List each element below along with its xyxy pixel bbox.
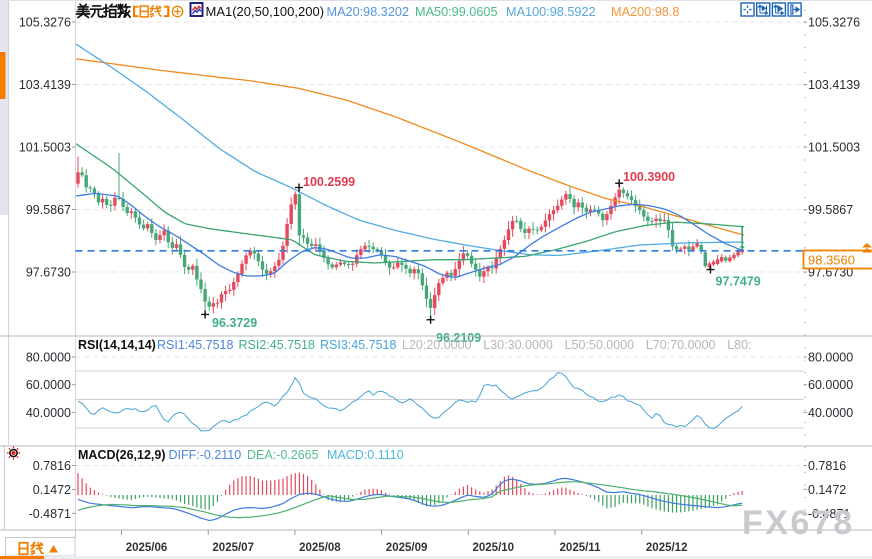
svg-text:0.1472: 0.1472 bbox=[808, 483, 846, 497]
svg-text:99.5867: 99.5867 bbox=[808, 203, 853, 217]
svg-text:40.0000: 40.0000 bbox=[26, 406, 71, 420]
svg-text:2025/09: 2025/09 bbox=[386, 542, 428, 554]
svg-text:96.3729: 96.3729 bbox=[212, 316, 257, 330]
svg-text:80.0000: 80.0000 bbox=[808, 351, 853, 365]
svg-text:80.0000: 80.0000 bbox=[26, 351, 71, 365]
svg-text:60.0000: 60.0000 bbox=[808, 378, 853, 392]
svg-text:MA50:99.0605: MA50:99.0605 bbox=[415, 5, 498, 19]
svg-text:MACD:0.1110: MACD:0.1110 bbox=[327, 448, 404, 462]
svg-text:2025/12: 2025/12 bbox=[646, 542, 688, 554]
svg-text:FX678: FX678 bbox=[742, 504, 855, 542]
svg-text:0.7816: 0.7816 bbox=[808, 459, 846, 473]
svg-text:2025/07: 2025/07 bbox=[212, 542, 254, 554]
svg-text:0.1472: 0.1472 bbox=[33, 483, 71, 497]
svg-text:100.2599: 100.2599 bbox=[303, 175, 355, 189]
svg-text:103.4139: 103.4139 bbox=[19, 78, 71, 92]
svg-text:DIFF:-0.2110: DIFF:-0.2110 bbox=[169, 448, 242, 462]
svg-text:40.0000: 40.0000 bbox=[808, 406, 853, 420]
svg-text:100.3900: 100.3900 bbox=[623, 170, 675, 184]
svg-text:-0.4871: -0.4871 bbox=[808, 507, 850, 521]
svg-text:103.4139: 103.4139 bbox=[808, 78, 860, 92]
svg-text:0.7816: 0.7816 bbox=[33, 459, 71, 473]
svg-text:2025/06: 2025/06 bbox=[126, 542, 168, 554]
svg-text:L70:70.0000: L70:70.0000 bbox=[646, 338, 716, 352]
svg-text:96.2109: 96.2109 bbox=[436, 331, 481, 345]
svg-text:105.3276: 105.3276 bbox=[19, 16, 71, 30]
svg-text:L50:50.0000: L50:50.0000 bbox=[565, 338, 635, 352]
svg-text:L30:30.0000: L30:30.0000 bbox=[483, 338, 553, 352]
svg-text:2025/10: 2025/10 bbox=[473, 542, 515, 554]
svg-text:60.0000: 60.0000 bbox=[26, 378, 71, 392]
svg-text:MA100:98.5922: MA100:98.5922 bbox=[506, 5, 596, 19]
svg-text:RSI3:45.7518: RSI3:45.7518 bbox=[320, 338, 396, 352]
svg-text:RSI1:45.7518: RSI1:45.7518 bbox=[157, 338, 233, 352]
svg-text:97.7479: 97.7479 bbox=[716, 275, 761, 289]
svg-text:2025/11: 2025/11 bbox=[560, 542, 602, 554]
svg-text:99.5867: 99.5867 bbox=[26, 203, 71, 217]
svg-text:MA1(20,50,100,200): MA1(20,50,100,200) bbox=[206, 4, 325, 19]
svg-text:2025/08: 2025/08 bbox=[299, 542, 341, 554]
svg-text:-0.4871: -0.4871 bbox=[29, 507, 71, 521]
svg-text:101.5003: 101.5003 bbox=[808, 141, 860, 155]
svg-text:RSI(14,14,14): RSI(14,14,14) bbox=[78, 338, 156, 352]
svg-text:101.5003: 101.5003 bbox=[19, 141, 71, 155]
svg-text:MA200:98.8: MA200:98.8 bbox=[611, 5, 679, 19]
svg-text:RSI2:45.7518: RSI2:45.7518 bbox=[239, 338, 315, 352]
svg-text:MA20:98.3202: MA20:98.3202 bbox=[327, 5, 410, 19]
svg-text:98.3560: 98.3560 bbox=[808, 253, 855, 268]
svg-text:L80:: L80: bbox=[727, 338, 751, 352]
svg-text:MACD(26,12,9): MACD(26,12,9) bbox=[78, 448, 166, 462]
svg-text:DEA:-0.2665: DEA:-0.2665 bbox=[247, 448, 319, 462]
svg-text:97.6730: 97.6730 bbox=[26, 266, 71, 280]
svg-text:105.3276: 105.3276 bbox=[808, 16, 860, 30]
svg-text:L20:20.0000: L20:20.0000 bbox=[402, 338, 472, 352]
